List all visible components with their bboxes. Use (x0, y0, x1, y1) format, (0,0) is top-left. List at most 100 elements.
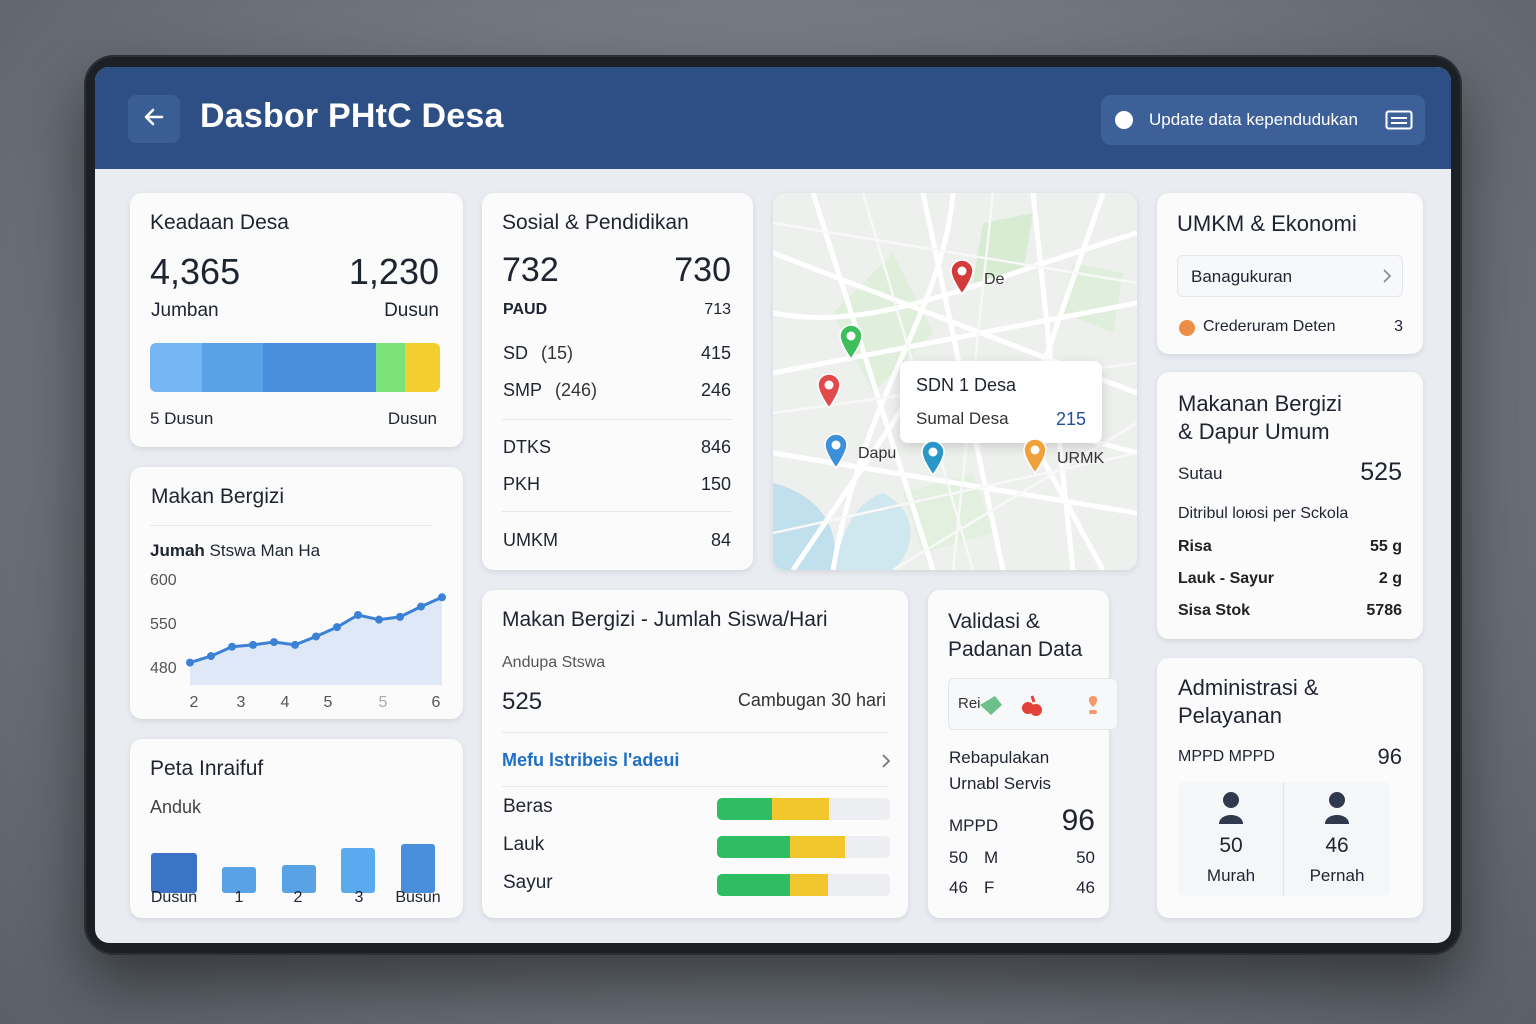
area-fill (190, 597, 442, 685)
map-pin-label: De (984, 271, 1005, 288)
stat-value: 713 (704, 301, 731, 318)
progress-bar (717, 798, 890, 820)
data-point (417, 602, 425, 611)
map-pin-icon[interactable] (838, 324, 864, 361)
sosial-pendidikan-card: Sosial & Pendidikan 732 730 PAUD 713 SD (1… (482, 193, 753, 570)
staff-tile[interactable]: 50 Murah (1178, 782, 1284, 896)
top-bar: Dasbor PHtC Desa Update data kependuduka… (95, 67, 1451, 169)
sutau-label: Sutau (1178, 464, 1223, 483)
progress-green-segment (717, 836, 790, 858)
x-tick-label: 5 (324, 694, 333, 711)
item-label: Beras (503, 796, 553, 817)
divider (502, 732, 888, 733)
orange-dot-icon (1179, 320, 1195, 336)
mppd-label: MPPD MPPD (1178, 748, 1275, 765)
map-pin-icon[interactable] (1022, 438, 1048, 475)
leaf-icon (977, 693, 1005, 722)
bar (401, 844, 435, 893)
status-dot-icon (1115, 111, 1133, 129)
distribution-link-label: Mefu lstribeis l'adeui (502, 750, 680, 770)
popup-value: 215 (1055, 409, 1086, 429)
map-pin-icon[interactable] (816, 373, 842, 410)
peta-card: Peta Inraifuf Anduk Dusun 1 2 3 Busun (130, 739, 463, 918)
map-pin-icon[interactable] (949, 259, 975, 296)
divider (502, 511, 732, 512)
segment-bar (150, 343, 440, 392)
bar (282, 865, 316, 893)
stat-label: SD (15) (503, 343, 574, 363)
progress-yellow-segment (789, 836, 846, 858)
dusun-value: 1,230 (348, 251, 439, 292)
map-popup[interactable]: SDN 1 Desa Sumal Desa 215 (900, 361, 1102, 443)
update-data-label: Update data kependudukan (1149, 110, 1358, 129)
validation-chip-group[interactable]: Rei (948, 678, 1118, 730)
update-data-button[interactable]: Update data kependudukan (1101, 95, 1425, 145)
stat-value: 415 (700, 343, 731, 363)
y-tick-label: 600 (150, 572, 177, 589)
portion-value: 55 g (1369, 538, 1402, 555)
stat-label: SMP (246) (503, 380, 598, 400)
map-pin-label: Dapu (858, 445, 897, 462)
category-select[interactable]: Banagukuran (1177, 255, 1403, 297)
data-point (186, 658, 194, 667)
data-point (438, 593, 446, 602)
sutau-value: 525 (1360, 458, 1402, 486)
row-count: 50 (949, 848, 968, 867)
period-label: Cambugan 30 hari (737, 690, 886, 710)
y-tick-label: 480 (150, 660, 177, 677)
x-tick-label: 5 (379, 694, 388, 711)
segment-3 (376, 343, 406, 392)
map-pin-icon[interactable] (823, 433, 849, 470)
chevron-right-icon (1382, 268, 1392, 289)
siswa-value: 525 (502, 688, 543, 715)
mppd-label: MPPD (949, 816, 999, 835)
line-1: Rebapulakan (949, 748, 1050, 767)
card-title: Makan Bergizi - Jumlah Siswa/Hari (502, 608, 828, 631)
staff-count: 46 (1325, 834, 1349, 857)
chart-subtitle: Anduk (150, 797, 202, 817)
map-pin-icon[interactable] (920, 440, 946, 477)
card-title: Sosial & Pendidikan (502, 211, 689, 234)
data-point (291, 640, 299, 649)
segment-0 (150, 343, 203, 392)
card-title: UMKM & Ekonomi (1177, 211, 1357, 236)
distribution-link[interactable]: Mefu lstribeis l'adeui (502, 748, 892, 776)
portion-value: 5786 (1366, 602, 1402, 619)
makan-bergizi-card: Makan Bergizi Jumah Stswa Man Ha 600 550 4… (130, 467, 463, 719)
segment-4 (405, 343, 440, 392)
data-point (228, 642, 236, 651)
staff-tile[interactable]: 46 Pernah (1284, 782, 1390, 896)
stat-label: PAUD (503, 301, 548, 318)
person-icon (1218, 790, 1244, 826)
card-title: Makanan Bergizi & Dapur Umum (1178, 391, 1342, 444)
population-label: Jumban (151, 300, 219, 321)
footer-left: 5 Dusun (150, 409, 214, 428)
stat-value: 150 (700, 474, 731, 494)
progress-green-segment (717, 798, 773, 820)
mppd-value: 96 (1377, 744, 1402, 769)
divider (502, 419, 732, 420)
big-value-left: 732 (502, 251, 559, 289)
makanan-dapur-card: Makanan Bergizi & Dapur Umum Sutau 525 Di… (1157, 372, 1423, 639)
card-title: Administrasi & Pelayanan (1178, 675, 1319, 728)
umkm-card: UMKM & Ekonomi Banagukuran Crederuram De… (1157, 193, 1423, 354)
bar-chart (151, 844, 435, 893)
bar-category-label: 2 (293, 889, 303, 906)
progress-bar (717, 874, 890, 896)
divider (502, 786, 888, 787)
item-label: Sayur (503, 872, 553, 893)
item-value: 3 (1394, 318, 1403, 335)
data-point (396, 612, 404, 621)
keadaan-desa-card: Keadaan Desa 4,365 1,230 Jumban Dusun 5 … (130, 193, 463, 447)
portion-label: Sisa Stok (1178, 602, 1251, 619)
map-card[interactable]: SDN 1 Desa Sumal Desa 215 De Dapu URMK (773, 193, 1137, 570)
staff-label: Pernah (1309, 866, 1365, 885)
x-tick-label: 2 (190, 694, 199, 711)
item-label: Crederuram Deten (1203, 318, 1336, 335)
progress-bar (717, 836, 890, 858)
map-pin-label: URMK (1057, 450, 1105, 467)
chip-text: Rei (958, 695, 981, 712)
divider (150, 525, 432, 526)
back-button[interactable] (128, 95, 180, 143)
card-title: Makan Bergizi (151, 485, 285, 508)
